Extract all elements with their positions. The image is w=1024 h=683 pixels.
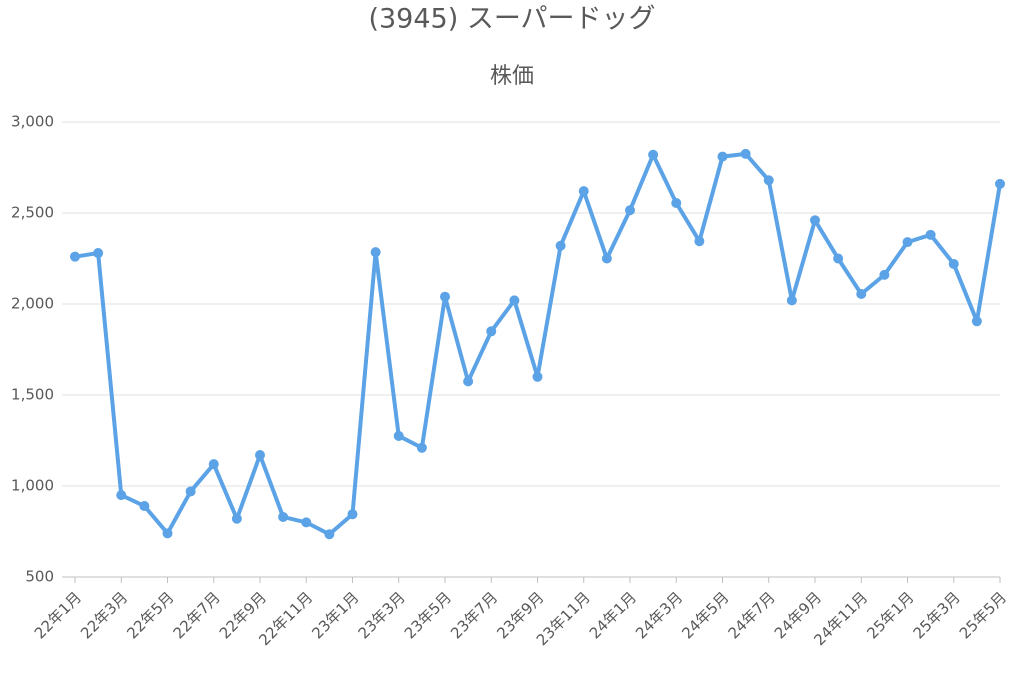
x-tick-label: 25年3月 — [910, 588, 964, 642]
x-tick-label: 22年7月 — [170, 588, 224, 642]
chart-title: (3945) スーパードッグ — [368, 4, 655, 35]
y-tick-label: 500 — [25, 568, 54, 586]
point — [301, 517, 312, 528]
y-tick-label: 1,500 — [11, 386, 54, 404]
point — [416, 442, 427, 453]
point — [810, 215, 820, 226]
point — [717, 151, 728, 162]
y-tick-label: 2,000 — [11, 295, 54, 313]
point — [856, 288, 867, 299]
point — [324, 529, 335, 540]
y-tick-label: 1,000 — [11, 477, 54, 495]
x-tick-label: 23年7月 — [447, 588, 501, 642]
point — [763, 175, 774, 186]
point — [555, 240, 566, 251]
point — [902, 237, 913, 248]
x-tick-label: 24年5月 — [678, 588, 732, 642]
x-tick-label: 23年5月 — [401, 588, 455, 642]
x-tick-label: 25年5月 — [956, 588, 1010, 642]
chart-subtitle: 株価 — [490, 64, 534, 89]
point — [925, 229, 936, 240]
x-tick-label: 22年5月 — [123, 588, 177, 642]
x-tick-label: 23年3月 — [355, 588, 409, 642]
price-line — [74, 151, 1002, 537]
point — [578, 186, 589, 197]
point — [786, 295, 797, 306]
x-tick-label: 22年1月 — [31, 588, 85, 642]
point — [255, 450, 265, 461]
point — [879, 269, 890, 280]
x-tick-label: 22年3月 — [77, 588, 131, 642]
point — [833, 253, 844, 264]
point — [370, 247, 381, 258]
point — [440, 291, 450, 302]
point — [463, 376, 474, 387]
x-tick-label: 24年3月 — [632, 588, 686, 642]
point — [648, 149, 659, 160]
point — [116, 490, 127, 501]
point — [995, 178, 1005, 189]
point — [162, 528, 173, 539]
point — [948, 258, 959, 269]
point — [393, 430, 404, 441]
point — [625, 205, 635, 216]
point — [486, 326, 497, 337]
point — [70, 251, 80, 262]
point — [694, 236, 705, 247]
x-tick-label: 23年1月 — [308, 588, 362, 642]
point — [347, 509, 358, 520]
y-tick-label: 2,500 — [11, 204, 54, 222]
point — [208, 459, 219, 470]
point — [93, 248, 104, 259]
y-tick-label: 3,000 — [11, 113, 54, 131]
x-tick-label: 24年1月 — [586, 588, 640, 642]
point — [509, 295, 520, 306]
point — [231, 513, 242, 524]
x-tick-label: 25年1月 — [863, 588, 917, 642]
point — [601, 253, 612, 264]
point — [740, 148, 751, 159]
point — [532, 371, 543, 382]
point — [185, 486, 196, 497]
x-tick-label: 24年7月 — [725, 588, 779, 642]
point — [971, 316, 982, 327]
point — [278, 511, 289, 522]
point — [671, 197, 682, 208]
point — [139, 501, 150, 512]
